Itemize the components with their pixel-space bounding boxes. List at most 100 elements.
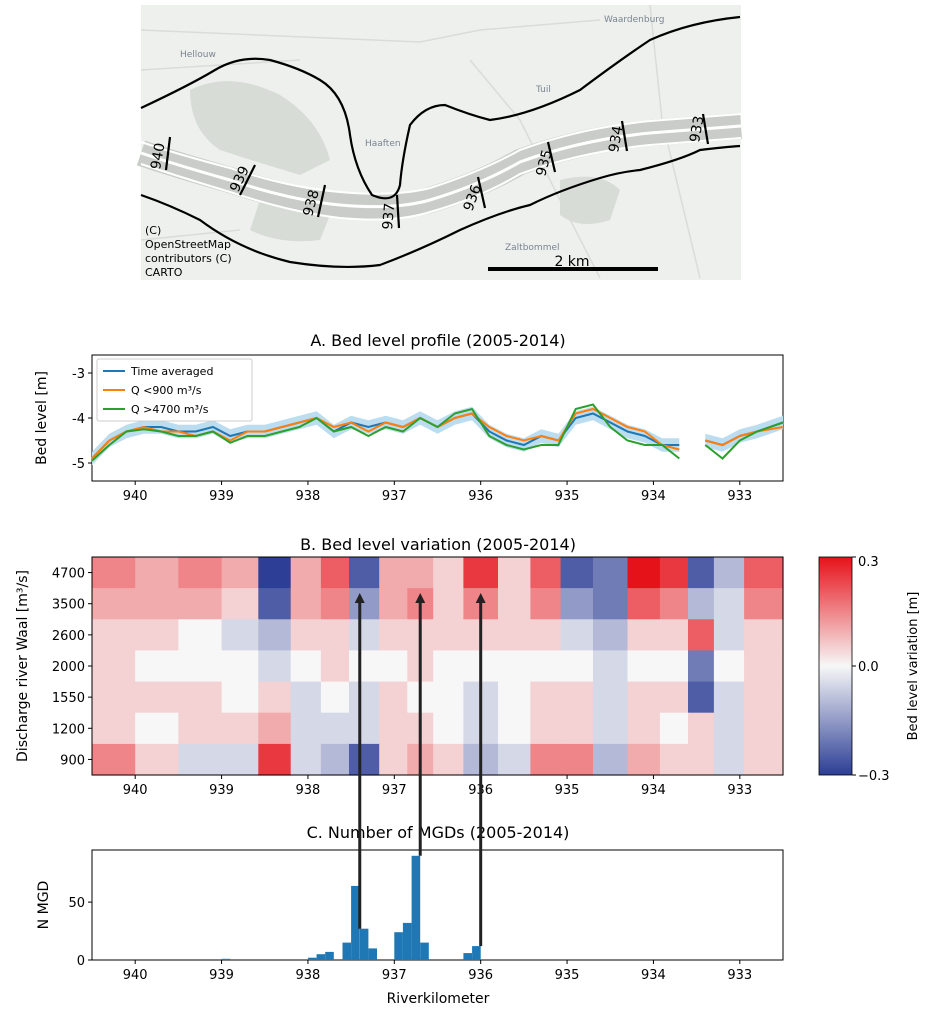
panel-a-xtick-label-937: 937 bbox=[382, 489, 407, 504]
heatmap-cell bbox=[92, 743, 136, 776]
heatmap-cell bbox=[290, 681, 322, 714]
heatmap-cell bbox=[713, 557, 745, 589]
heatmap-cell bbox=[713, 650, 745, 683]
heatmap-cell bbox=[498, 619, 531, 651]
river-centerline bbox=[140, 124, 742, 209]
heatmap-cell bbox=[92, 650, 136, 683]
heatmap-cell bbox=[379, 557, 408, 589]
heatmap-cell bbox=[560, 681, 594, 714]
panel-a-xtick-label-938: 938 bbox=[296, 489, 321, 504]
heatmap-cell bbox=[320, 650, 350, 683]
heatmap-cell bbox=[530, 557, 562, 589]
heatmap-cell bbox=[135, 712, 179, 745]
heatmap-cell bbox=[713, 712, 745, 745]
heatmap-cell bbox=[560, 743, 594, 776]
colorbar-ticks bbox=[852, 556, 856, 776]
heatmap-cell bbox=[498, 588, 531, 620]
legend-label-q4700: Q >4700 m³/s bbox=[131, 403, 209, 416]
heatmap-cell bbox=[258, 650, 292, 683]
heatmap-cell bbox=[320, 588, 350, 620]
bar-km-937.25 bbox=[368, 948, 377, 960]
heatmap-cell bbox=[659, 557, 689, 589]
panel-a-xtick-label-939: 939 bbox=[209, 489, 234, 504]
heatmap-cell bbox=[713, 681, 745, 714]
panel-a-xtick-label-935: 935 bbox=[555, 489, 580, 504]
panel-c-xtick-label-938: 938 bbox=[296, 968, 321, 983]
panel-c-xtick-label-934: 934 bbox=[641, 968, 666, 983]
bar-km-938.95 bbox=[221, 958, 231, 960]
heatmap-cell bbox=[560, 712, 594, 745]
km-marker-ticks bbox=[164, 113, 710, 229]
heatmap-cell bbox=[659, 619, 689, 651]
colorbar bbox=[818, 556, 853, 776]
heatmap-cell bbox=[135, 619, 179, 651]
heatmap-cell bbox=[744, 650, 784, 683]
heatmap-cell bbox=[320, 743, 350, 776]
heatmap-cell bbox=[433, 712, 464, 745]
heatmap-cell bbox=[320, 712, 350, 745]
heatmap-cell bbox=[258, 588, 292, 620]
legend-label-time-averaged: Time averaged bbox=[130, 365, 213, 378]
bar-km-937.55 bbox=[342, 942, 352, 960]
panel-c-axes bbox=[91, 849, 784, 961]
heatmap-cell bbox=[178, 743, 223, 776]
heatmap-cell bbox=[744, 743, 784, 776]
heatmap-cell bbox=[379, 650, 408, 683]
heatmap-cell bbox=[135, 681, 179, 714]
panel-c-xtick-label-937: 937 bbox=[382, 968, 407, 983]
panel-a-xtick-label-933: 933 bbox=[727, 489, 752, 504]
heatmap-cell bbox=[92, 619, 136, 651]
place-hellouw: Hellouw bbox=[180, 50, 216, 60]
panel-b-ytick-label-4700: 4700 bbox=[52, 567, 85, 582]
heatmap-cell bbox=[379, 743, 408, 776]
panel-b-ytick-label-2000: 2000 bbox=[52, 660, 85, 675]
heatmap-cell bbox=[498, 650, 531, 683]
heatmap-cell bbox=[290, 712, 322, 745]
heatmap-cell bbox=[178, 712, 223, 745]
heatmap-cell bbox=[349, 588, 380, 620]
bar-km-936.15 bbox=[463, 953, 472, 960]
panel-a-xtick-label-940: 940 bbox=[123, 489, 148, 504]
heatmap-cell bbox=[433, 681, 464, 714]
map-attribution: (C) OpenStreetMap contributors (C) CARTO bbox=[145, 224, 232, 279]
heatmap-cell bbox=[713, 743, 745, 776]
heatmap-cell bbox=[433, 743, 464, 776]
heatmap-cell bbox=[713, 619, 745, 651]
attribution-line-1: (C) bbox=[145, 224, 161, 237]
panel-c-title: C. Number of MGDs (2005-2014) bbox=[307, 823, 570, 842]
bar-km-937.45 bbox=[351, 885, 360, 960]
heatmap-cell bbox=[178, 557, 223, 589]
legend-box bbox=[96, 358, 253, 422]
heatmap-cell bbox=[688, 588, 715, 620]
heatmap-cell bbox=[688, 557, 715, 589]
series-line-q-below-900 bbox=[91, 407, 784, 460]
bar-km-937.85 bbox=[316, 954, 326, 960]
heatmap-cell bbox=[530, 588, 562, 620]
heatmap-cell bbox=[320, 681, 350, 714]
heatmap-cell bbox=[178, 619, 223, 651]
panel-b: B. Bed level variation (2005-2014) 940 93… bbox=[15, 535, 921, 798]
heatmap-cell bbox=[627, 557, 661, 589]
attribution-line-4: CARTO bbox=[145, 266, 183, 279]
river-bank-line-upper bbox=[140, 113, 742, 195]
heatmap-cell bbox=[221, 557, 259, 589]
place-haaften: Haaften bbox=[365, 139, 401, 149]
heatmap-cell bbox=[290, 588, 322, 620]
panel-b-xtick-label-934: 934 bbox=[641, 783, 666, 798]
heatmap-cell bbox=[659, 588, 689, 620]
heatmap-cell bbox=[688, 681, 715, 714]
heatmap-cell bbox=[498, 557, 531, 589]
heatmap-cell bbox=[349, 619, 380, 651]
panel-b-xtick-label-933: 933 bbox=[727, 783, 752, 798]
panel-b-xtick-label-935: 935 bbox=[555, 783, 580, 798]
attribution-line-3: contributors (C) bbox=[145, 252, 232, 265]
heatmap-cell bbox=[744, 712, 784, 745]
heatmap-cell bbox=[627, 712, 661, 745]
heatmap-cell bbox=[530, 681, 562, 714]
heatmap-cell bbox=[290, 743, 322, 776]
place-zaltbommel: Zaltbommel bbox=[505, 243, 560, 253]
heatmap-cell bbox=[290, 557, 322, 589]
heatmap-cell bbox=[258, 619, 292, 651]
heatmap-cell bbox=[290, 650, 322, 683]
heatmap-cell bbox=[135, 650, 179, 683]
